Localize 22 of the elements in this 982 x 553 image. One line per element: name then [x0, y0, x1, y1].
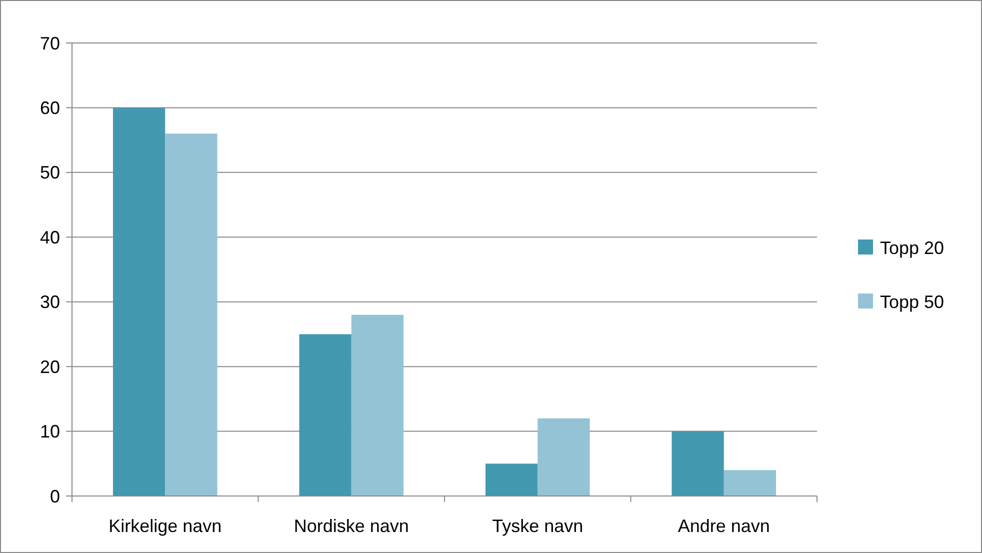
bar: [351, 314, 404, 496]
bar: [672, 431, 724, 496]
y-tick-label: 60: [40, 98, 60, 118]
bar: [112, 108, 166, 496]
y-tick-label: 50: [40, 162, 60, 183]
legend-label: Topp 20: [880, 238, 944, 258]
x-tick-label: Kirkelige navn: [108, 516, 222, 536]
bar: [299, 334, 352, 496]
bar: [485, 464, 538, 496]
y-tick-label: 70: [40, 33, 60, 54]
y-tick-label: 20: [40, 356, 60, 377]
y-tick-label: 30: [40, 292, 60, 312]
legend-label: Topp 50: [880, 292, 944, 312]
y-tick-label: 40: [40, 227, 60, 248]
bar: [165, 134, 218, 496]
bar: [724, 470, 776, 496]
y-tick-label: 10: [40, 422, 60, 442]
y-tick-label: 0: [50, 486, 60, 506]
bar: [538, 418, 590, 496]
x-tick-label: Nordiske navn: [294, 516, 409, 536]
x-tick-label: Tyske navn: [492, 516, 584, 536]
x-tick-label: Andre navn: [678, 516, 770, 536]
